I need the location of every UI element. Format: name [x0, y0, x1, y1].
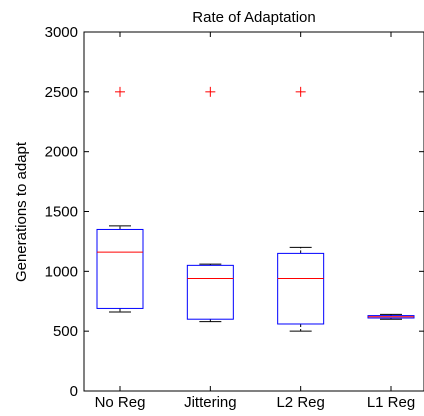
box-l2-reg: [277, 86, 325, 332]
x-tick-label: L1 Reg: [367, 394, 415, 411]
box-l1-reg: [367, 313, 415, 320]
chart-title: Rate of Adaptation: [192, 9, 315, 26]
y-axis-label: Generations to adapt: [13, 141, 30, 282]
y-tick-label: 2500: [45, 84, 78, 101]
box-iqr: [96, 228, 144, 309]
box-no-reg: [96, 86, 144, 313]
y-tick-label: 500: [53, 323, 78, 340]
y-tick-label: 3000: [45, 24, 78, 41]
y-tick-label: 1500: [45, 204, 78, 221]
outlier-marker: [295, 86, 306, 97]
box-jittering: [186, 86, 234, 323]
y-tick-label: 2000: [45, 144, 78, 161]
x-tick-label: L2 Reg: [276, 394, 324, 411]
x-tick-label: Jittering: [184, 394, 237, 411]
x-axis-ticks: No Reg Jittering L2 Reg L1 Reg: [95, 32, 415, 411]
box-iqr: [277, 252, 325, 325]
outlier-marker: [115, 86, 125, 97]
y-tick-label: 0: [70, 383, 78, 400]
box-iqr: [186, 264, 234, 320]
x-tick-label: No Reg: [95, 394, 146, 411]
y-axis-ticks: 0 500 1000 1500 2000 2500 3000: [45, 24, 424, 400]
box-series: [96, 86, 415, 332]
outlier-marker: [205, 86, 216, 97]
y-tick-label: 1000: [45, 263, 78, 280]
